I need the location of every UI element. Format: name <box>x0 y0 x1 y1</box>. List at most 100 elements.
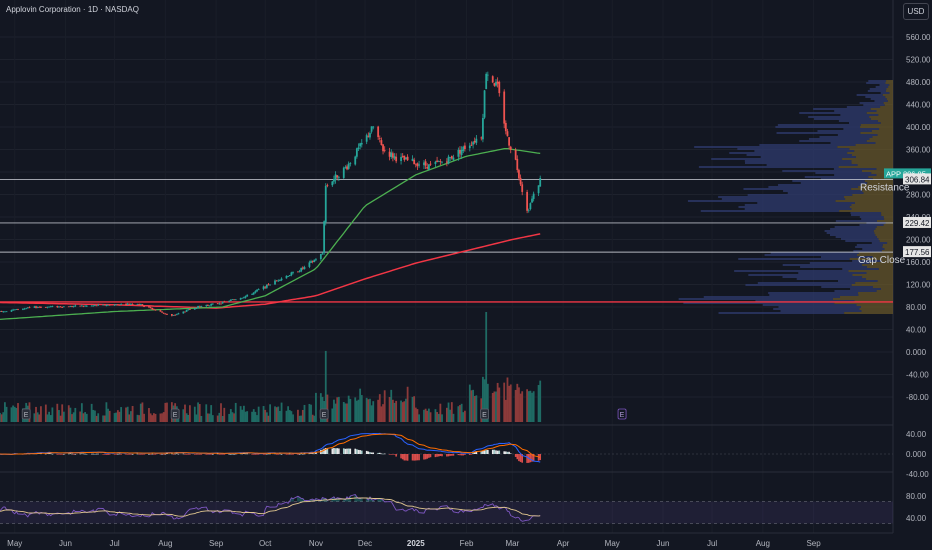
candle-body <box>437 161 440 163</box>
macd-histogram-bar <box>185 454 188 455</box>
macd-histogram-bar <box>315 451 317 454</box>
candle-body <box>486 74 489 76</box>
volume-bar <box>107 408 109 422</box>
macd-histogram-bar <box>264 454 266 455</box>
volume-profile-bar <box>738 258 850 260</box>
candle-body <box>182 311 185 314</box>
earnings-marker-label: E <box>173 412 178 419</box>
candle-body <box>516 158 519 171</box>
volume-bar <box>71 414 73 422</box>
volume-bar <box>287 406 290 422</box>
candle-body <box>401 156 404 157</box>
gap-tag-box <box>903 246 931 258</box>
macd-histogram-bar <box>251 454 253 455</box>
candle-body <box>337 176 340 178</box>
candle-body <box>439 161 442 162</box>
time-axis-label: Jul <box>707 539 717 548</box>
volume-bar <box>519 393 522 422</box>
candle-body <box>369 133 371 138</box>
volume-profile-bar <box>837 280 878 282</box>
rsi-overbought-fill <box>303 500 306 502</box>
volume-profile-bar <box>871 172 893 174</box>
volume-profile-bar <box>744 208 852 210</box>
macd-histogram-bar <box>81 453 83 455</box>
volume-profile-bar <box>738 206 850 208</box>
volume-profile-bar <box>759 144 856 146</box>
volume-bar <box>383 390 386 422</box>
candle-body <box>434 161 437 164</box>
candle-body <box>347 163 350 169</box>
volume-profile-bar <box>820 256 873 258</box>
volume-bar <box>468 384 471 422</box>
macd-histogram-bar <box>92 453 95 455</box>
candle-body <box>279 280 281 281</box>
volume-profile-bar <box>792 180 865 182</box>
macd-histogram-bar <box>347 448 350 454</box>
macd-histogram-bar <box>277 454 280 455</box>
macd-histogram-bar <box>205 454 208 455</box>
candle-body <box>103 304 106 306</box>
macd-histogram-bar <box>149 454 152 455</box>
candle-body <box>460 149 463 155</box>
volume-profile-bar <box>846 106 881 108</box>
price-axis-tick: 360.00 <box>906 146 931 155</box>
candle-body <box>116 304 119 306</box>
candle-body <box>229 299 232 301</box>
macd-histogram-bar <box>174 453 176 455</box>
macd-histogram-bar <box>413 454 415 461</box>
volume-profile-bar <box>799 140 867 142</box>
volume-bar <box>365 397 368 422</box>
volume-bar <box>491 392 494 422</box>
volume-bar <box>518 387 520 422</box>
volume-bar <box>113 413 116 422</box>
volume-bar <box>475 395 478 422</box>
macd-histogram-bar <box>182 453 185 455</box>
candle-body <box>277 280 280 282</box>
macd-histogram-bar <box>472 452 474 454</box>
rsi-band <box>0 501 893 524</box>
currency-button[interactable]: USD <box>903 3 929 20</box>
volume-profile-bar <box>838 120 878 122</box>
time-axis-label: Sep <box>209 539 224 548</box>
candle-body <box>148 306 150 308</box>
candle-body <box>377 126 380 138</box>
volume-profile-bar <box>876 226 893 228</box>
rsi-overbought-fill <box>308 500 311 502</box>
candle-body <box>323 221 326 253</box>
candle-body <box>518 170 520 179</box>
macd-histogram-bar <box>287 454 289 455</box>
volume-bar <box>450 402 453 422</box>
candle-body <box>139 304 142 305</box>
volume-bar <box>313 415 316 422</box>
volume-bar <box>40 406 42 422</box>
price-axis-tick: 520.00 <box>906 56 931 65</box>
volume-profile-bar <box>729 152 848 154</box>
candle-body <box>493 83 496 86</box>
candle-body <box>51 306 54 307</box>
volume-profile-bar <box>718 312 845 314</box>
candle-body <box>365 135 368 142</box>
volume-profile-bar <box>881 214 893 216</box>
candle-body <box>498 81 501 94</box>
candle-body <box>292 271 294 273</box>
macd-histogram-bar <box>482 450 484 454</box>
volume-bar <box>229 409 232 422</box>
macd-histogram-bar <box>323 448 325 454</box>
macd-histogram-bar <box>365 450 368 454</box>
volume-profile-bar <box>766 164 858 166</box>
macd-histogram-bar <box>367 451 370 454</box>
candle-body <box>252 292 255 295</box>
candle-body <box>231 299 234 301</box>
volume-bar <box>441 414 443 422</box>
candle-body <box>256 289 258 292</box>
volume-profile-bar <box>875 228 893 230</box>
volume-profile-bar <box>858 186 893 188</box>
volume-profile-bar <box>842 158 893 160</box>
volume-bar <box>370 405 373 422</box>
candle-body <box>382 144 384 152</box>
candle-body <box>485 73 488 90</box>
candle-body <box>531 198 533 203</box>
volume-bar <box>393 402 396 422</box>
